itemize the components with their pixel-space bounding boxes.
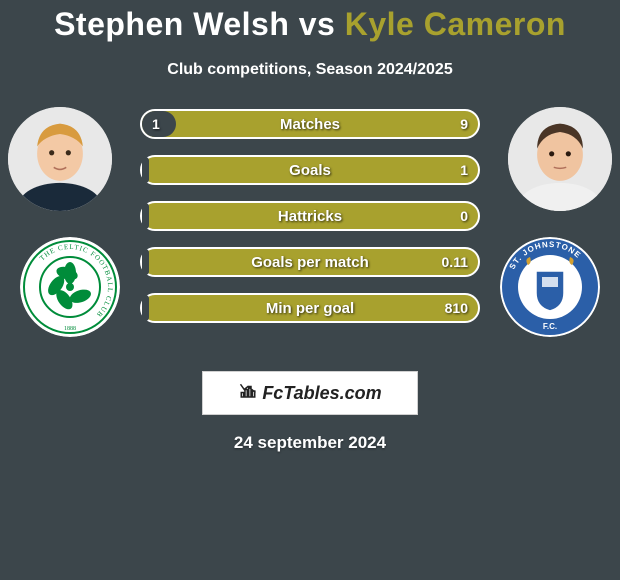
player1-name: Stephen Welsh	[54, 6, 289, 42]
player2-club-badge: ST. JOHNSTONE F.C.	[500, 237, 600, 337]
player2-avatar	[508, 107, 612, 211]
bar-row: Goals per match 0.11	[140, 247, 480, 277]
comparison-bars: 1 Matches 9 Goals 1 Hattricks 0 Goals pe…	[140, 109, 480, 339]
player1-avatar	[8, 107, 112, 211]
svg-text:1888: 1888	[64, 326, 76, 332]
bar-value-right: 0.11	[442, 247, 468, 277]
bar-value-right: 810	[445, 293, 468, 323]
bar-value-right: 9	[460, 109, 468, 139]
bar-row: 1 Matches 9	[140, 109, 480, 139]
bar-label: Matches	[140, 109, 480, 139]
bar-label: Hattricks	[140, 201, 480, 231]
svg-text:F.C.: F.C.	[543, 322, 557, 331]
comparison-content: THE CELTIC FOOTBALL CLUB 1888 ST. JOHNST…	[0, 109, 620, 359]
bar-row: Hattricks 0	[140, 201, 480, 231]
player1-club-badge: THE CELTIC FOOTBALL CLUB 1888	[20, 237, 120, 337]
subtitle: Club competitions, Season 2024/2025	[0, 61, 620, 79]
comparison-title: Stephen Welsh vs Kyle Cameron	[0, 0, 620, 43]
bar-chart-icon	[238, 382, 258, 405]
watermark-box: FcTables.com	[202, 371, 418, 415]
bar-label: Min per goal	[140, 293, 480, 323]
bar-value-right: 1	[460, 155, 468, 185]
bar-row: Min per goal 810	[140, 293, 480, 323]
watermark-text: FcTables.com	[262, 383, 381, 404]
bar-label: Goals per match	[140, 247, 480, 277]
vs-text: vs	[299, 6, 336, 42]
bar-label: Goals	[140, 155, 480, 185]
date-text: 24 september 2024	[0, 433, 620, 453]
bar-row: Goals 1	[140, 155, 480, 185]
bar-value-right: 0	[460, 201, 468, 231]
player2-name: Kyle Cameron	[345, 6, 566, 42]
